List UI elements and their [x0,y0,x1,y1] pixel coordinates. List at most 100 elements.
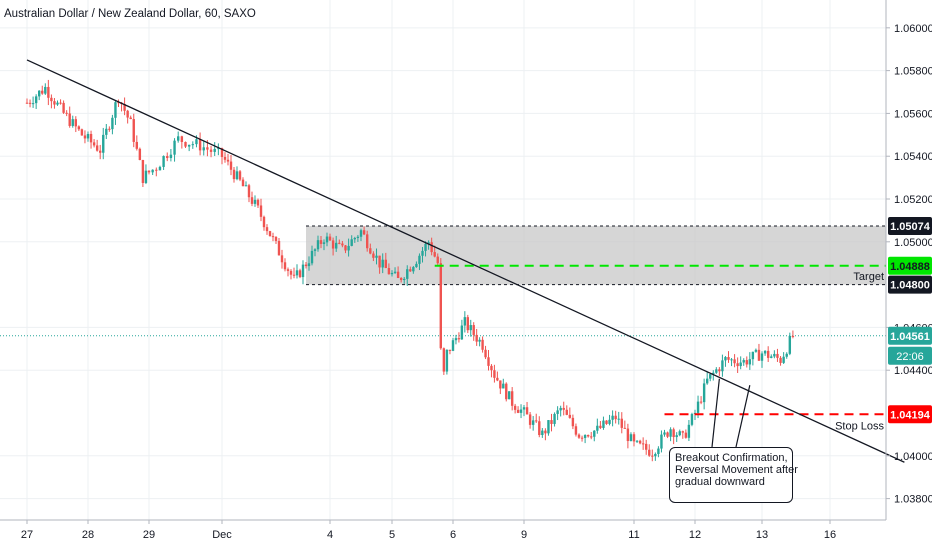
candle-body [223,156,227,160]
x-tick-label: 16 [824,529,836,541]
candle-body [773,353,776,357]
candle-body [341,243,344,246]
candle-body [86,133,90,139]
candle-body [478,339,481,342]
time-axis[interactable]: 27 28 29 Dec 4 5 6 9 11 12 13 16 [21,520,836,541]
candle-body [550,420,553,424]
candle-body [538,421,541,436]
candle-body [415,263,418,268]
candle-body [718,369,721,372]
candle-body [535,420,538,422]
candle-body [403,278,406,281]
candle-body [356,236,360,239]
candle-body [301,264,305,278]
candle-body [350,239,353,246]
annotation-callout[interactable]: Breakout Confirmation, Reversal Movement… [669,447,798,503]
candle-body [669,429,672,437]
candle-body [295,270,299,276]
candle-body [316,240,320,250]
candle-body [424,243,427,251]
candle-body [158,166,162,171]
candle-body [593,430,596,437]
callout-pointer [735,385,751,448]
candle-body [105,128,108,135]
candle-body [699,401,703,403]
candle-body [375,255,378,258]
candle-body [654,453,657,457]
candle-body [448,349,452,351]
candle-body [384,259,387,269]
candle-body [202,147,205,151]
candle-body [648,449,651,456]
candle-body [605,420,608,424]
candle-body [62,102,65,113]
candle-body [232,169,236,180]
candle-body [102,134,105,153]
candle-body [412,267,415,272]
price-tag-bg [888,326,932,345]
candle-body [502,383,505,389]
trendline[interactable] [26,59,905,463]
candle-body [399,277,403,281]
candle-body [508,391,511,400]
candle-body [779,357,782,363]
y-tick-label: 1.05000 [894,237,932,249]
countdown-tag-bg [888,346,932,365]
candle-body [307,263,311,267]
candle-body [406,269,409,279]
candle-body [111,117,114,130]
candle-body [730,359,733,361]
candle-body [522,407,526,410]
candle-body [623,427,627,429]
x-tick-label: 11 [628,529,639,541]
candle-body [180,136,184,142]
candle-body [396,271,400,278]
candle-body [47,86,50,98]
candle-body [283,262,287,270]
candle-body [733,359,736,364]
candle-body [195,139,198,145]
candle-body [436,256,439,264]
candle-body [757,349,761,361]
candle-body [274,236,278,241]
target-label: Target [853,271,884,283]
candle-body [369,248,372,254]
candle-body [599,425,602,428]
candle-body [206,147,209,150]
candle-body [99,150,102,153]
candle-body [513,405,517,410]
candle-body [547,420,550,434]
candle-body [687,424,691,438]
candle-body [286,269,290,271]
callout-line-3: gradual downward [675,476,765,488]
price-axis[interactable]: 1.06000 1.05800 1.05600 1.05400 1.05200 1.050… [886,23,932,506]
candle-body [608,419,611,424]
candle-body [213,148,216,152]
y-tick-label: 1.04400 [894,365,932,377]
y-tick-label: 1.05800 [894,66,932,78]
candle-body [169,154,173,159]
candle-body [580,437,584,439]
candle-body [439,263,442,349]
candle-body [65,112,68,114]
candle-body [475,334,478,342]
candle-body [162,156,165,167]
price-tags: 1.05074 1.04888 1.04800 1.04561 1.04194 22:06 [888,216,932,424]
x-tick-label: 28 [82,529,94,541]
candle-body [742,360,745,363]
price-tag-label: 1.05074 [890,221,931,233]
candle-body [347,245,350,251]
candle-body [126,110,129,118]
candle-body [77,126,81,130]
candle-body [791,335,795,337]
candle-body [359,230,363,237]
y-tick-label: 1.05200 [894,194,932,206]
price-tag-bg [888,275,932,294]
candle-body [198,139,202,151]
candle-body [74,119,77,127]
candle-body [519,409,523,413]
candle-body [151,169,154,173]
x-tick-label: 9 [521,529,527,541]
candle-body [736,363,739,367]
